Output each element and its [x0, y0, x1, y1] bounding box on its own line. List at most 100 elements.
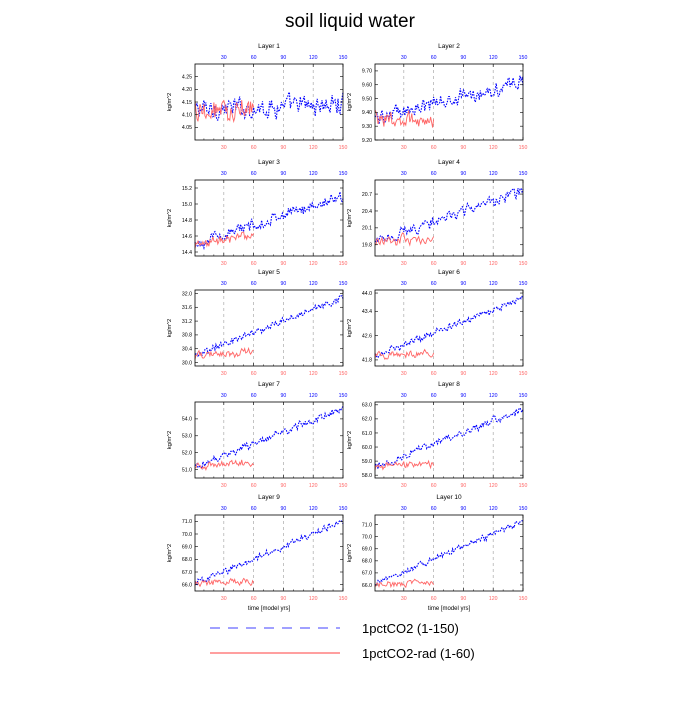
x-tick-label-bottom: 60 [431, 261, 437, 267]
series-line-1pctco2 [194, 406, 344, 470]
panel-title: Layer 1 [258, 43, 280, 50]
x-tick-label-top: 120 [309, 171, 318, 177]
chart-panel-5: Layer 5 30 30 60 60 90 90 120 120 150 150 30.0 30.4 3… [167, 269, 347, 377]
y-tick-label: 58.0 [362, 473, 372, 479]
x-tick-label-bottom: 90 [281, 596, 287, 602]
x-tick-label-top: 90 [281, 55, 287, 61]
y-tick-label: 69.0 [362, 547, 372, 553]
y-axis-label: kg/m^2 [167, 544, 173, 563]
x-tick-label-bottom: 30 [221, 483, 227, 489]
plot-frame [374, 514, 524, 592]
y-tick-label: 9.70 [362, 69, 372, 75]
x-tick-label-bottom: 30 [401, 145, 407, 151]
x-tick-label-top: 120 [489, 393, 498, 399]
x-tick-label-bottom: 90 [461, 483, 467, 489]
x-tick-label-bottom: 30 [221, 371, 227, 377]
y-tick-label: 41.8 [362, 358, 372, 364]
y-tick-label: 20.4 [362, 209, 372, 215]
y-tick-label: 70.0 [182, 532, 192, 538]
y-tick-label: 9.20 [362, 138, 372, 144]
x-tick-label-top: 120 [489, 55, 498, 61]
series-line-1pctco2-rad [194, 346, 254, 360]
chart-panel-6: Layer 6 30 30 60 60 90 90 120 120 150 150 41.8 42.6 4… [347, 269, 527, 377]
x-tick-label-top: 60 [431, 281, 437, 287]
series-line-1pctco2-rad [194, 99, 255, 124]
y-axis-label: kg/m^2 [347, 431, 353, 450]
plot-frame [194, 289, 344, 367]
y-tick-label: 59.0 [362, 459, 372, 465]
x-tick-label-bottom: 150 [339, 596, 348, 602]
panel-title: Layer 5 [258, 269, 280, 276]
x-tick-label-bottom: 120 [309, 483, 318, 489]
y-tick-label: 31.6 [182, 305, 192, 311]
x-tick-label-bottom: 60 [431, 596, 437, 602]
y-tick-label: 19.8 [362, 243, 372, 249]
y-tick-label: 51.0 [182, 467, 192, 473]
panel-title: Layer 7 [258, 381, 280, 388]
x-tick-label-bottom: 30 [221, 261, 227, 267]
x-tick-label-top: 30 [221, 506, 227, 512]
x-tick-label-bottom: 120 [309, 261, 318, 267]
x-tick-label-top: 60 [431, 506, 437, 512]
x-tick-label-top: 150 [519, 506, 528, 512]
y-tick-label: 9.40 [362, 110, 372, 116]
x-tick-label-bottom: 150 [519, 483, 528, 489]
x-axis-label: time [model yrs] [428, 606, 471, 612]
x-tick-label-top: 60 [431, 393, 437, 399]
plot-frame [194, 514, 344, 592]
x-tick-label-bottom: 150 [519, 145, 528, 151]
chart-panel-10: Layer 10 30 30 60 60 90 90 120 120 150 150 66.0 67.0… [347, 494, 527, 612]
x-tick-label-bottom: 120 [489, 483, 498, 489]
x-tick-label-bottom: 90 [281, 261, 287, 267]
chart-panel-4: Layer 4 30 30 60 60 90 90 120 120 150 150 19.8 20.1 2… [347, 159, 527, 267]
x-tick-label-top: 150 [339, 506, 348, 512]
chart-panel-8: Layer 8 30 30 60 60 90 90 120 120 150 150 58.0 59.0 6… [347, 381, 527, 489]
x-tick-label-bottom: 90 [461, 261, 467, 267]
panel-grid: Layer 1 30 30 60 60 90 90 120 120 150 150 4.05 4.10 4… [167, 43, 527, 612]
x-tick-label-top: 30 [401, 55, 407, 61]
series-line-1pctco2 [194, 294, 344, 358]
x-tick-label-bottom: 30 [401, 261, 407, 267]
plot-frame [374, 179, 524, 257]
legend-label-1pctco2-rad: 1pctCO2-rad (1-60) [362, 646, 475, 661]
y-tick-label: 4.10 [182, 112, 192, 118]
x-tick-label-top: 120 [489, 281, 498, 287]
y-axis-label: kg/m^2 [167, 319, 173, 338]
x-tick-label-bottom: 90 [461, 596, 467, 602]
y-tick-label: 14.8 [182, 218, 192, 224]
x-tick-label-top: 120 [309, 281, 318, 287]
chart-panel-2: Layer 2 30 30 60 60 90 90 120 120 150 150 9.20 9.30 9… [347, 43, 527, 151]
y-tick-label: 20.1 [362, 226, 372, 232]
y-tick-label: 4.05 [182, 125, 192, 131]
series-line-1pctco2 [374, 520, 524, 587]
y-tick-label: 9.30 [362, 124, 372, 130]
x-tick-label-top: 90 [281, 281, 287, 287]
x-tick-label-top: 90 [281, 506, 287, 512]
y-tick-label: 42.6 [362, 333, 372, 339]
x-tick-label-top: 30 [221, 281, 227, 287]
x-tick-label-top: 30 [401, 393, 407, 399]
series-line-1pctco2-rad [374, 578, 434, 589]
y-tick-label: 54.0 [182, 417, 192, 423]
plot-frame [374, 63, 524, 141]
x-tick-label-bottom: 150 [339, 483, 348, 489]
y-tick-label: 44.0 [362, 291, 372, 297]
x-tick-label-bottom: 90 [281, 145, 287, 151]
y-tick-label: 69.0 [182, 544, 192, 550]
x-tick-label-top: 120 [489, 506, 498, 512]
x-tick-label-bottom: 120 [309, 596, 318, 602]
series-line-1pctco2-rad [374, 348, 435, 360]
x-tick-label-top: 90 [461, 281, 467, 287]
x-tick-label-bottom: 150 [339, 261, 348, 267]
series-line-1pctco2 [374, 75, 524, 125]
x-tick-label-top: 30 [221, 393, 227, 399]
x-tick-label-top: 150 [339, 393, 348, 399]
series-line-1pctco2 [374, 406, 524, 470]
x-tick-label-top: 60 [251, 171, 257, 177]
chart-panel-7: Layer 7 30 30 60 60 90 90 120 120 150 150 51.0 52.0 5… [167, 381, 347, 489]
legend: 1pctCO2 (1-150) 1pctCO2-rad (1-60) [210, 621, 475, 661]
y-tick-label: 67.0 [362, 571, 372, 577]
y-tick-label: 14.6 [182, 234, 192, 240]
series-line-1pctco2-rad [194, 577, 255, 588]
x-tick-label-bottom: 150 [339, 145, 348, 151]
